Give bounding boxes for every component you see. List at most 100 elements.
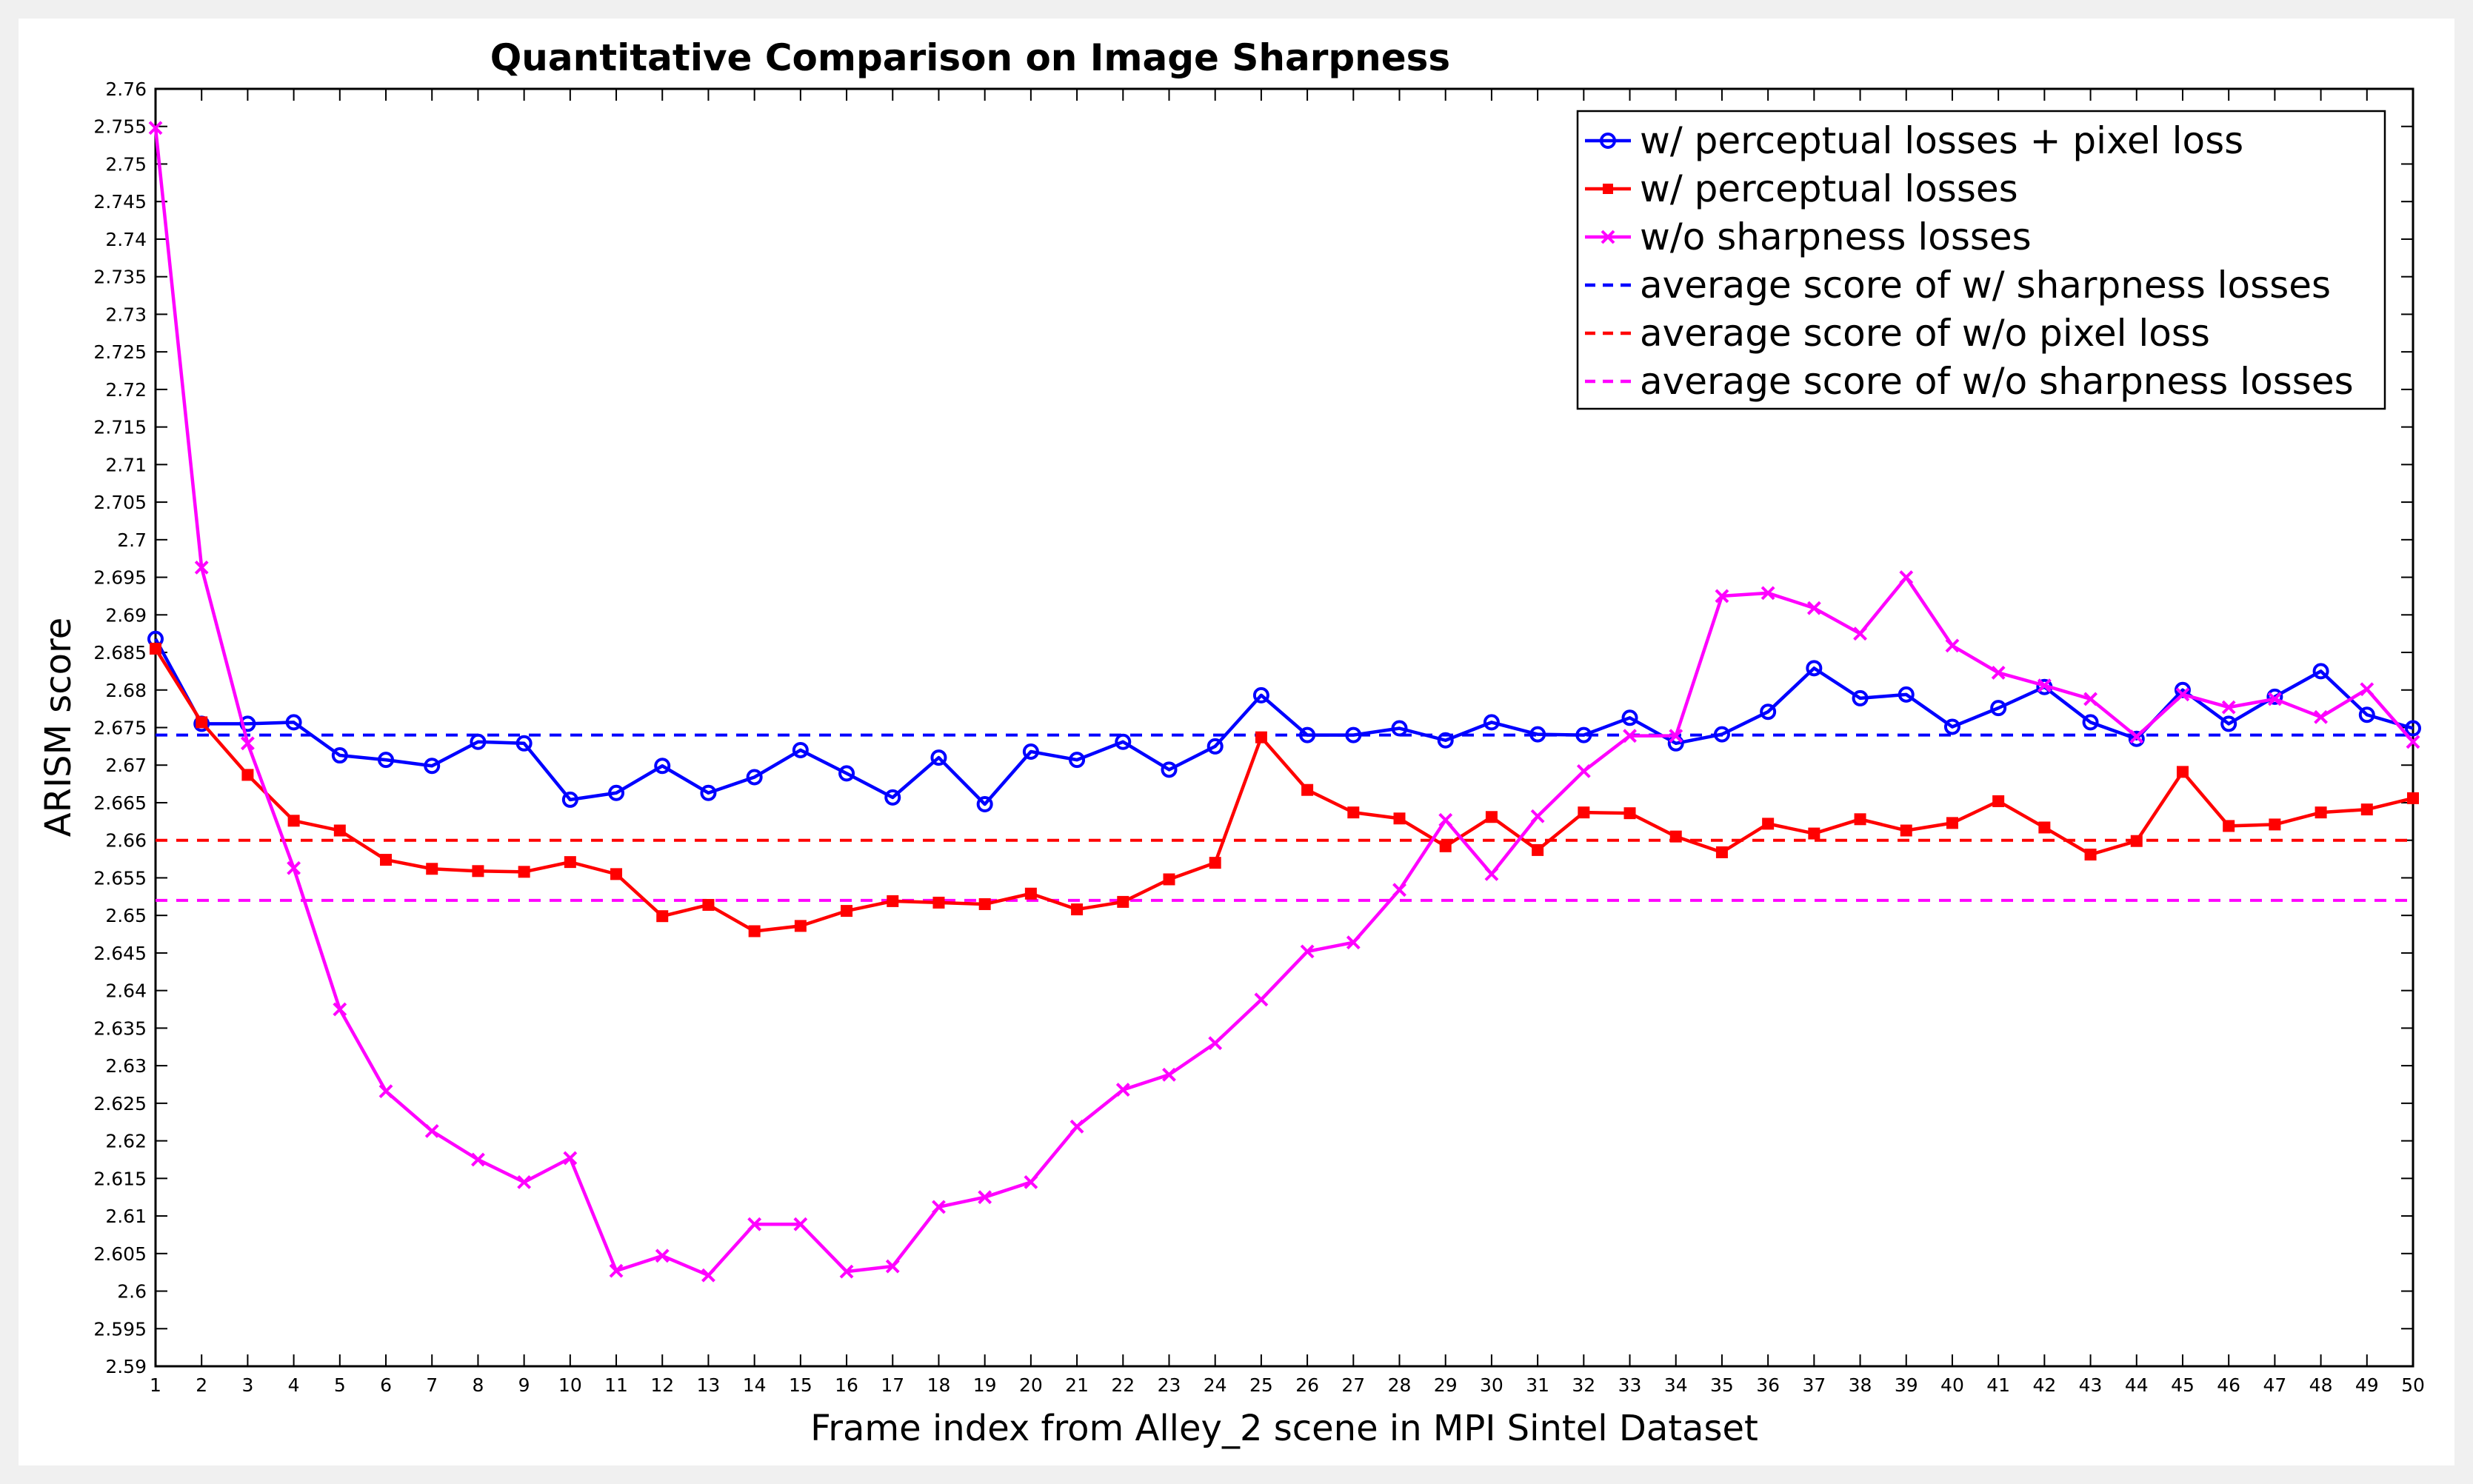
data-point — [885, 1259, 900, 1274]
data-point — [702, 898, 715, 911]
x-tick-label: 37 — [1802, 1374, 1826, 1396]
y-tick-label: 2.715 — [93, 417, 147, 438]
data-point — [794, 920, 807, 932]
x-tick-label: 39 — [1895, 1374, 1918, 1396]
data-point — [2128, 730, 2145, 747]
data-point — [1347, 806, 1360, 819]
data-point — [1623, 729, 1637, 743]
data-point — [2083, 692, 2097, 706]
data-point — [150, 642, 161, 655]
data-point — [748, 925, 761, 937]
data-point — [884, 789, 901, 806]
x-tick-label: 20 — [1019, 1374, 1043, 1396]
y-tick-label: 2.71 — [105, 454, 147, 475]
data-point — [424, 1123, 439, 1138]
x-tick-label: 5 — [334, 1374, 346, 1396]
data-point — [839, 1264, 854, 1279]
y-tick-label: 2.685 — [93, 642, 147, 664]
y-tick-label: 2.735 — [93, 267, 147, 288]
y-tick-label: 2.695 — [93, 567, 147, 589]
data-point — [1301, 783, 1314, 796]
data-point — [1255, 731, 1267, 743]
data-point — [1209, 857, 1221, 869]
x-tick-label: 4 — [288, 1374, 300, 1396]
data-point — [196, 716, 208, 729]
y-tick-label: 2.755 — [93, 116, 147, 138]
y-tick-label: 2.665 — [93, 792, 147, 814]
x-tick-label: 3 — [241, 1374, 253, 1396]
x-tick-label: 43 — [2079, 1374, 2103, 1396]
y-tick-label: 2.76 — [105, 78, 147, 100]
y-tick-label: 2.675 — [93, 718, 147, 739]
x-tick-label: 32 — [1572, 1374, 1595, 1396]
data-point — [978, 1190, 992, 1205]
x-tick-label: 35 — [1710, 1374, 1734, 1396]
data-point — [1437, 732, 1454, 749]
data-point — [1485, 811, 1498, 823]
data-point — [515, 735, 533, 752]
x-tick-label: 15 — [789, 1374, 812, 1396]
legend-label: average score of w/o pixel loss — [1640, 312, 2210, 355]
data-point — [561, 791, 578, 808]
data-point — [518, 866, 530, 878]
data-point — [1669, 729, 1683, 743]
data-point — [1115, 733, 1132, 750]
x-tick-label: 46 — [2217, 1374, 2240, 1396]
x-tick-label: 47 — [2263, 1374, 2286, 1396]
data-point — [1623, 807, 1636, 820]
legend-marker — [1600, 133, 1616, 149]
data-point — [1393, 812, 1406, 825]
data-point — [932, 896, 945, 909]
data-point — [2407, 792, 2419, 804]
data-point — [1715, 846, 1728, 858]
data-point — [517, 1174, 532, 1189]
data-point — [1669, 830, 1682, 843]
legend: w/ perceptual losses + pixel loss w/ perc… — [1576, 110, 2386, 410]
y-tick-label: 2.64 — [105, 980, 147, 1002]
data-point — [2130, 835, 2143, 847]
y-tick-label: 2.66 — [105, 830, 147, 852]
legend-label: average score of w/ sharpness losses — [1640, 264, 2331, 307]
x-tick-label: 19 — [973, 1374, 997, 1396]
x-tick-label: 45 — [2171, 1374, 2195, 1396]
data-point — [1578, 806, 1590, 819]
chart-title: Quantitative Comparison on Image Sharpne… — [490, 36, 1450, 79]
data-point — [2082, 714, 2099, 731]
data-point — [563, 1151, 578, 1166]
data-point — [1529, 726, 1546, 743]
data-point — [287, 815, 300, 827]
data-point — [2315, 806, 2327, 819]
y-tick-label: 2.625 — [93, 1093, 147, 1114]
data-point — [1808, 827, 1820, 840]
y-tick-label: 2.62 — [105, 1131, 147, 1152]
x-tick-label: 34 — [1664, 1374, 1688, 1396]
data-point — [1024, 1174, 1038, 1189]
data-point — [1252, 686, 1269, 703]
data-point — [1854, 813, 1866, 826]
legend-box — [1576, 110, 2386, 410]
data-point — [887, 895, 899, 907]
data-point — [976, 796, 993, 812]
series-line — [154, 647, 2414, 933]
data-point — [240, 736, 255, 751]
x-tick-label: 41 — [1986, 1374, 2010, 1396]
y-tick-label: 2.615 — [93, 1168, 147, 1189]
x-tick-label: 12 — [650, 1374, 674, 1396]
data-point — [1299, 726, 1316, 743]
x-tick-label: 2 — [196, 1374, 207, 1396]
data-point — [426, 863, 438, 875]
data-point — [1392, 883, 1406, 898]
x-tick-label: 33 — [1618, 1374, 1642, 1396]
series-lines — [147, 121, 2421, 1283]
y-tick-label: 2.725 — [93, 341, 147, 363]
data-point — [2223, 820, 2235, 832]
data-point — [1300, 944, 1315, 959]
x-tick-label: 40 — [1940, 1374, 1964, 1396]
data-point — [2084, 848, 2097, 860]
x-tick-label: 29 — [1434, 1374, 1458, 1396]
data-point — [1391, 720, 1408, 737]
data-point — [2405, 720, 2421, 737]
data-point — [654, 758, 671, 775]
data-point — [380, 854, 393, 866]
series-line — [154, 638, 2414, 806]
